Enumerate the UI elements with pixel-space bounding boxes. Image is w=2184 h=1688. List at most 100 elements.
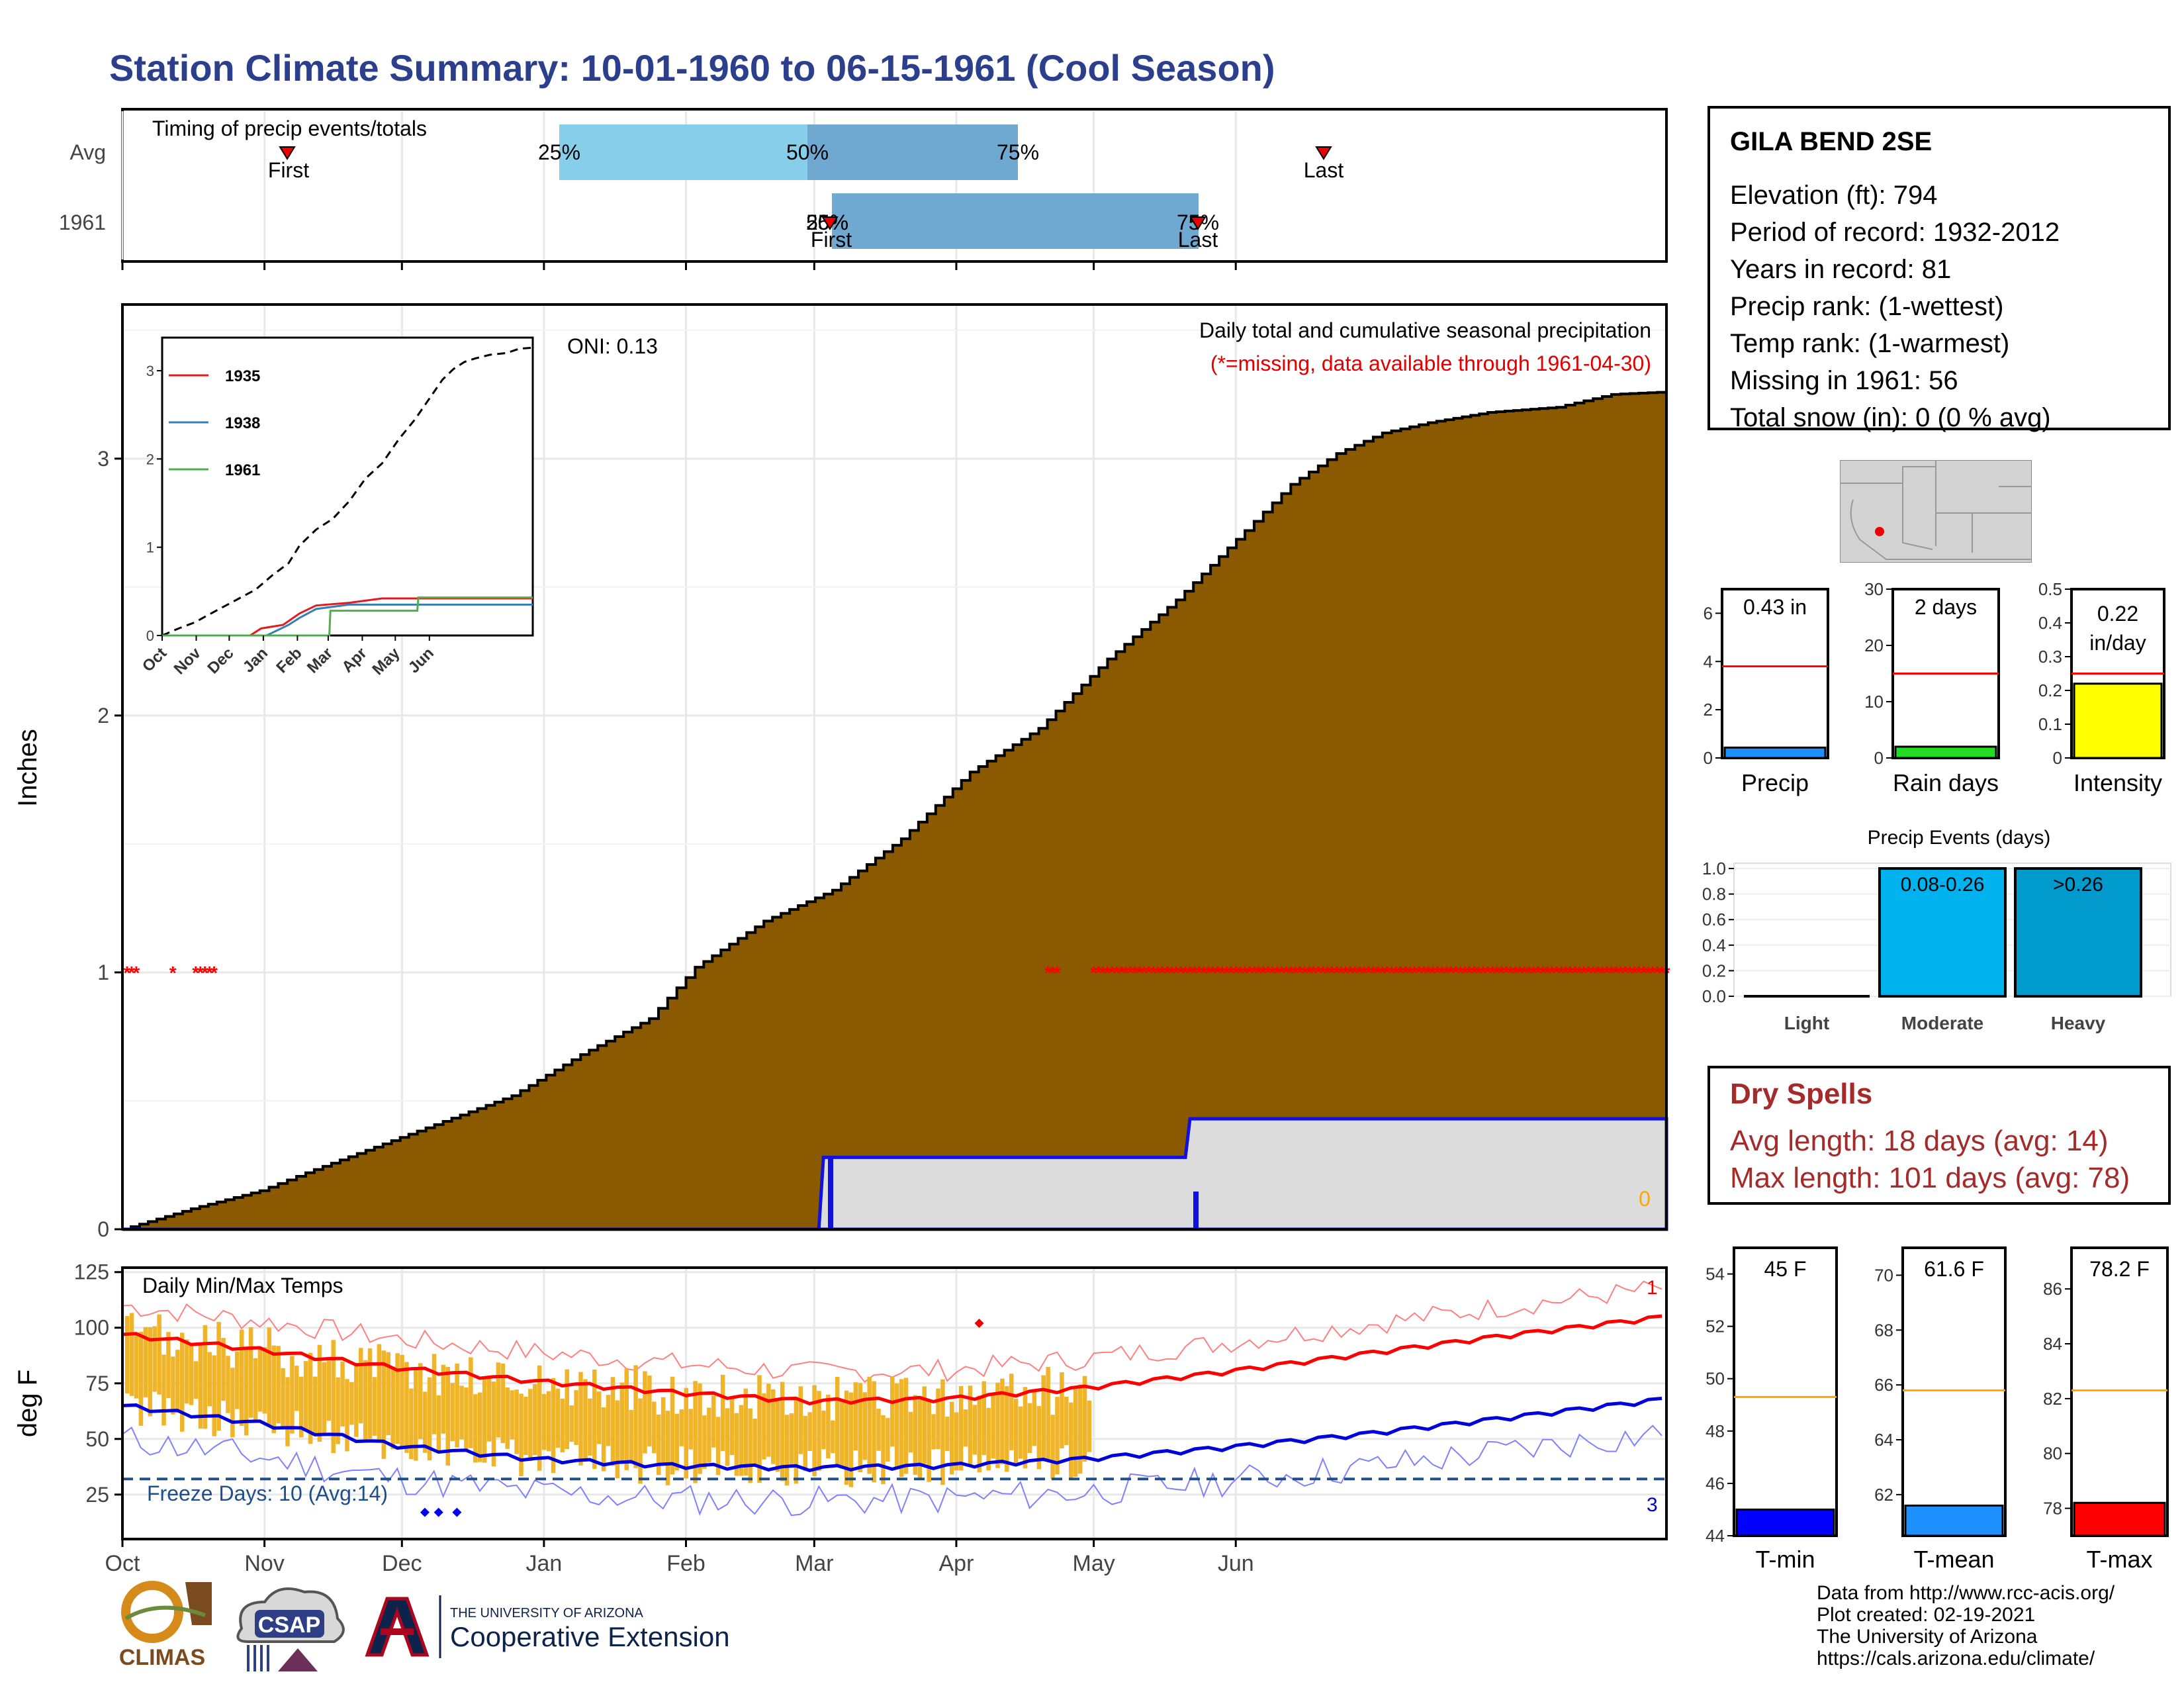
temp-bar-ytick-label: 78 — [2043, 1499, 2062, 1519]
daily-temp-bar — [821, 1410, 826, 1450]
daily-temp-bar — [771, 1389, 776, 1464]
events-ytick-label: 0.0 — [1702, 986, 1726, 1006]
daily-temp-bar — [1027, 1403, 1032, 1453]
daily-temp-bar — [367, 1348, 373, 1439]
inset-ytick-label: 0 — [146, 628, 154, 644]
daily-temp-bar — [281, 1368, 285, 1428]
dry-spells-box: Dry Spells Avg length: 18 days (avg: 14)… — [1707, 1066, 2171, 1205]
cumulative-avg-area — [122, 391, 1668, 1231]
missing-day-marker: * — [1324, 962, 1331, 983]
missing-markers: *** * ***** *** ****************************… — [123, 962, 1670, 983]
missing-day-marker: * — [1255, 962, 1262, 983]
daily-temp-bar — [886, 1418, 890, 1462]
missing-day-marker: * — [1242, 962, 1249, 983]
missing-day-marker: * — [1150, 962, 1157, 983]
mini-ytick-label: 0.1 — [2038, 714, 2062, 734]
missing-day-marker: * — [201, 962, 208, 983]
inset-legend-1938: 1938 — [225, 414, 260, 432]
missing-day-marker: * — [1608, 962, 1615, 983]
daily-temp-bar — [345, 1379, 349, 1452]
daily-temp-bar — [514, 1389, 519, 1454]
daily-temp-bar — [679, 1409, 684, 1446]
daily-temp-bar — [207, 1352, 212, 1407]
daily-temp-bar — [519, 1393, 523, 1477]
year-first-label: First — [811, 228, 852, 252]
daily-temp-bar — [940, 1379, 945, 1485]
inset-avg-curve — [161, 346, 533, 637]
precip-event-category: Light — [1784, 1013, 1829, 1033]
missing-day-marker: * — [1109, 962, 1116, 983]
daily-temp-bar — [546, 1391, 551, 1452]
daily-temp-bar — [688, 1409, 693, 1450]
daily-temp-bar — [950, 1401, 954, 1475]
daily-temp-bar — [303, 1361, 308, 1431]
daily-temp-bar — [977, 1395, 982, 1473]
missing-day-marker: * — [1594, 962, 1602, 983]
mini-ytick-label: 0 — [2053, 748, 2062, 768]
missing-day-marker: * — [1264, 962, 1271, 983]
daily-temp-bar — [899, 1379, 904, 1477]
daily-temp-bar — [308, 1352, 313, 1444]
inset-ytick-label: 3 — [146, 363, 154, 379]
events-ytick-label: 1.0 — [1702, 859, 1726, 878]
missing-day-marker: * — [206, 962, 213, 983]
record-min-marker — [420, 1507, 430, 1517]
precip-events-chart: Precip Events (days) 0.0 0.2 0.4 0.6 0.8 1.0 Li… — [1702, 827, 2171, 1033]
missing-day-marker: * — [1635, 962, 1643, 983]
daily-temp-bar — [322, 1362, 327, 1433]
daily-temp-bar — [908, 1411, 913, 1453]
missing-day-marker: * — [1443, 962, 1450, 983]
daily-temp-bar — [436, 1395, 441, 1452]
record-max-marker — [974, 1319, 984, 1329]
daily-temp-bar — [409, 1388, 414, 1460]
daily-temp-bar — [715, 1417, 721, 1476]
missing-day-marker: * — [1273, 962, 1281, 983]
missing-day-marker: * — [1319, 962, 1326, 983]
missing-day-marker: * — [1516, 962, 1524, 983]
precip-event-bar — [1878, 867, 2007, 998]
daily-temp-bar — [152, 1326, 157, 1392]
daily-temp-bar — [473, 1394, 478, 1463]
daily-temp-bar — [253, 1358, 258, 1422]
ua-logo-line2: Cooperative Extension — [450, 1621, 730, 1652]
avg-p50-label: 50% — [786, 140, 829, 164]
daily-temp-bar — [1087, 1400, 1092, 1452]
credit-line: https://cals.arizona.edu/climate/ — [1817, 1648, 2095, 1669]
missing-day-marker: * — [1617, 962, 1624, 983]
daily-temp-bar — [390, 1366, 395, 1450]
daily-temp-bar — [583, 1379, 588, 1459]
summary-value-label: 0.22 — [2097, 602, 2138, 626]
missing-day-marker: * — [1333, 962, 1340, 983]
daily-temp-bar — [1064, 1396, 1069, 1446]
daily-temp-bar — [418, 1363, 423, 1439]
precip-event-bar-label: >0.26 — [2053, 874, 2103, 896]
month-label: Mar — [795, 1551, 834, 1576]
missing-day-marker: * — [1338, 962, 1345, 983]
daily-temp-bar — [665, 1411, 670, 1485]
month-label: Jun — [1218, 1551, 1254, 1576]
temp-bar-ytick-label: 86 — [2043, 1279, 2062, 1299]
temp-ytick-label: 125 — [74, 1260, 109, 1284]
missing-day-marker: * — [1159, 962, 1166, 983]
daily-temp-bar — [831, 1420, 835, 1454]
daily-temp-bar — [312, 1376, 318, 1434]
daily-temp-bar — [780, 1382, 785, 1481]
missing-day-marker: * — [1054, 962, 1061, 983]
daily-temp-bar — [212, 1355, 216, 1436]
timing-label: Timing of precip events/totals — [152, 117, 427, 140]
missing-day-marker: * — [1457, 962, 1464, 983]
missing-day-marker: * — [1599, 962, 1606, 983]
inset-legend-1935: 1935 — [225, 367, 260, 385]
missing-day-marker: * — [1530, 962, 1537, 983]
precip-event-category: Moderate — [1901, 1013, 1983, 1033]
daily-temp-bar — [235, 1351, 240, 1409]
month-label: Dec — [382, 1551, 422, 1576]
missing-day-marker: * — [1488, 962, 1496, 983]
daily-temp-bar — [748, 1408, 752, 1483]
daily-temp-bar — [239, 1329, 244, 1427]
missing-day-marker: * — [1471, 962, 1478, 983]
daily-temp-bar — [331, 1340, 336, 1454]
daily-temp-bar — [693, 1381, 698, 1483]
daily-temp-bar — [578, 1372, 583, 1466]
temp-bar-ytick-label: 52 — [1706, 1317, 1725, 1336]
